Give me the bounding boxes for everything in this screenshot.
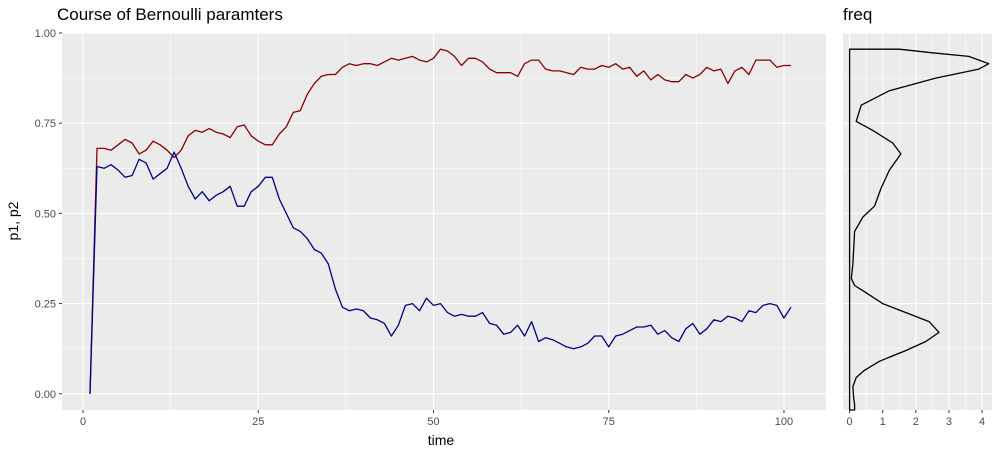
freq-x-tick-label: 3 bbox=[946, 416, 952, 428]
freq-x-tick-label: 4 bbox=[979, 416, 985, 428]
main-y-axis-ticks: 0.00 0.25 0.50 0.75 1.00 bbox=[35, 28, 62, 401]
y-tick-label: 0.25 bbox=[35, 299, 56, 311]
series-line-2 bbox=[89, 151, 792, 394]
x-tick-label: 100 bbox=[775, 416, 793, 428]
freq-x-tick-label: 0 bbox=[847, 416, 853, 428]
y-axis-label: p1, p2 bbox=[5, 201, 21, 240]
freq-chart-title: freq bbox=[843, 5, 872, 24]
x-axis-label: time bbox=[428, 432, 455, 448]
y-tick-label: 1.00 bbox=[35, 28, 56, 40]
y-tick-label: 0.00 bbox=[35, 389, 56, 401]
freq-plot-panel bbox=[843, 33, 992, 410]
freq-x-tick-label: 2 bbox=[913, 416, 919, 428]
x-tick-label: 50 bbox=[427, 416, 439, 428]
freq-x-tick-label: 1 bbox=[880, 416, 886, 428]
main-plot-panel bbox=[62, 33, 826, 410]
x-tick-label: 0 bbox=[80, 416, 86, 428]
main-x-axis-ticks: 0 25 50 75 100 bbox=[80, 410, 793, 428]
series-line-1 bbox=[89, 48, 791, 394]
x-tick-label: 75 bbox=[603, 416, 615, 428]
x-tick-label: 25 bbox=[252, 416, 264, 428]
y-tick-label: 0.50 bbox=[35, 208, 56, 220]
main-series-lines bbox=[89, 48, 792, 394]
y-tick-label: 0.75 bbox=[35, 118, 56, 130]
freq-curve-line bbox=[848, 48, 990, 411]
freq-density-curve bbox=[848, 48, 990, 411]
main-chart-title: Course of Bernoulli paramters bbox=[57, 5, 283, 24]
main-gridlines bbox=[62, 32, 826, 410]
freq-x-axis-ticks: 0 1 2 3 4 bbox=[847, 410, 985, 428]
